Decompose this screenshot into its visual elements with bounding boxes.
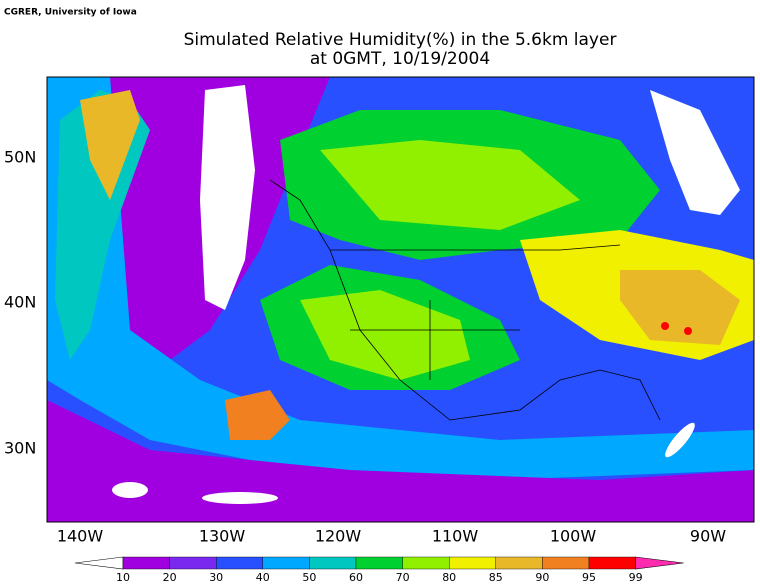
colorbar-bin — [495, 556, 543, 570]
colorbar-bin — [542, 556, 590, 570]
colorbar-label: 10 — [116, 571, 130, 584]
colorbar-bin — [215, 556, 263, 570]
region — [47, 400, 754, 522]
colorbar-label: 50 — [302, 571, 316, 584]
colorbar-label: 95 — [582, 571, 596, 584]
colorbar-over — [635, 556, 684, 570]
colorbar-label: 60 — [349, 571, 363, 584]
region — [684, 327, 692, 335]
lat-label: 30N — [4, 439, 36, 458]
colorbar-label: 30 — [209, 571, 223, 584]
colorbar-bin — [262, 556, 310, 570]
colorbar: 10 20 30 40 50 60 70 80 85 90 95 99 — [74, 556, 684, 584]
dry-region — [665, 422, 695, 458]
lon-label: 120W — [315, 527, 362, 546]
colorbar-label: 80 — [442, 571, 456, 584]
colorbar-label: 99 — [629, 571, 643, 584]
region — [225, 390, 290, 440]
colorbar-bin — [402, 556, 450, 570]
humidity-map — [47, 77, 754, 522]
region — [620, 270, 740, 345]
dry-region — [112, 482, 148, 498]
colorbar-bin — [169, 556, 217, 570]
map-labels: 50N 40N 30N 140W 130W 120W 110W 100W 90W — [4, 148, 726, 546]
colorbar-label: 40 — [256, 571, 270, 584]
region — [320, 140, 580, 230]
lon-label: 130W — [199, 527, 246, 546]
lat-label: 50N — [4, 148, 36, 167]
lon-label: 110W — [432, 527, 479, 546]
region — [661, 322, 669, 330]
region — [300, 290, 470, 380]
colorbar-bin — [355, 556, 403, 570]
map-frame — [46, 76, 755, 523]
dry-region — [200, 85, 255, 310]
colorbar-bin — [588, 556, 636, 570]
credit: CGRER, University of Iowa — [4, 8, 137, 18]
colorbar-label: 85 — [489, 571, 503, 584]
lat-label: 40N — [4, 293, 36, 312]
colorbar-label: 70 — [396, 571, 410, 584]
subtitle: at 0GMT, 10/19/2004 — [310, 49, 490, 69]
lon-label: 90W — [690, 527, 726, 546]
title: Simulated Relative Humidity(%) in the 5.… — [184, 30, 617, 50]
region — [55, 90, 150, 360]
colorbar-label: 20 — [163, 571, 177, 584]
lon-label: 100W — [550, 527, 597, 546]
lon-label: 140W — [57, 527, 104, 546]
colorbar-under — [74, 556, 124, 570]
borders — [269, 179, 661, 421]
colorbar-bin — [449, 556, 497, 570]
region — [80, 90, 140, 200]
colorbar-bin — [309, 556, 357, 570]
colorbar-bin — [122, 556, 170, 570]
dry-region — [650, 90, 740, 215]
dry-region — [202, 492, 278, 504]
colorbar-label: 90 — [535, 571, 549, 584]
